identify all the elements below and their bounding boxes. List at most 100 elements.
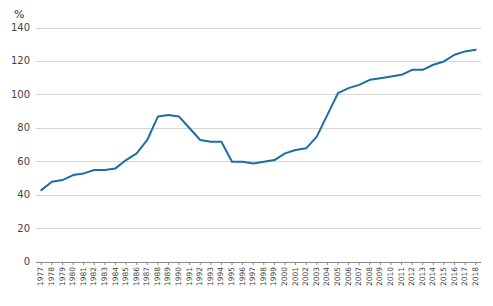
- x-tick-label: 2003: [312, 267, 321, 286]
- x-tick: [221, 262, 222, 265]
- grid-line: [36, 262, 481, 263]
- x-tick-label: 2006: [344, 267, 353, 286]
- x-tick-label: 2005: [333, 267, 342, 286]
- x-tick: [284, 262, 285, 265]
- chart-container: 0 20 40 60 80 100 120 140 1977197819791980198119…: [0, 0, 493, 306]
- x-tick-label: 1987: [142, 267, 151, 286]
- x-tick: [359, 262, 360, 265]
- x-tick: [94, 262, 95, 265]
- x-tick: [337, 262, 338, 265]
- x-tick-label: 1994: [216, 267, 225, 286]
- x-tick: [189, 262, 190, 265]
- x-tick-label: 2016: [450, 267, 459, 286]
- x-tick-label: 1997: [248, 267, 257, 286]
- x-tick-label: 1999: [269, 267, 278, 286]
- x-tick: [200, 262, 201, 265]
- x-tick-label: 2018: [471, 267, 480, 286]
- x-tick: [454, 262, 455, 265]
- x-tick: [390, 262, 391, 265]
- y-tick-label: 80: [17, 122, 30, 133]
- x-tick-label: 2013: [418, 267, 427, 286]
- x-tick-label: 1991: [185, 267, 194, 286]
- x-tick: [73, 262, 74, 265]
- y-axis-label: %: [14, 8, 24, 21]
- x-tick-label: 1996: [238, 267, 247, 286]
- x-tick: [380, 262, 381, 265]
- x-tick-label: 1988: [153, 267, 162, 286]
- x-tick: [242, 262, 243, 265]
- chart-svg: 0 20 40 60 80 100 120 140 1977197819791980198119…: [0, 0, 493, 306]
- x-axis-line: [36, 262, 481, 263]
- x-tick: [210, 262, 211, 265]
- x-tick: [306, 262, 307, 265]
- x-tick: [443, 262, 444, 265]
- x-tick: [136, 262, 137, 265]
- plot-area: [41, 50, 475, 190]
- x-tick-label: 1977: [36, 267, 45, 286]
- x-tick: [147, 262, 148, 265]
- x-tick: [465, 262, 466, 265]
- x-tick-label: 1979: [58, 267, 67, 286]
- x-tick-label: 2012: [407, 267, 416, 286]
- x-tick-label: 2008: [365, 267, 374, 286]
- x-tick-label: 1995: [227, 267, 236, 286]
- x-tick: [348, 262, 349, 265]
- x-tick: [51, 262, 52, 265]
- y-tick-label: 40: [17, 189, 30, 200]
- x-tick-label: 2014: [428, 267, 437, 286]
- x-tick-label: 1986: [132, 267, 141, 286]
- x-tick: [168, 262, 169, 265]
- x-tick: [62, 262, 63, 265]
- x-tick-label: 2000: [280, 267, 289, 286]
- x-tick-label: 1990: [174, 267, 183, 286]
- x-tick: [274, 262, 275, 265]
- x-tick-label: 1984: [111, 267, 120, 286]
- x-tick: [316, 262, 317, 265]
- grid-line: [36, 61, 481, 62]
- grid-line: [36, 94, 481, 95]
- x-tick-label: 1983: [100, 267, 109, 286]
- x-tick: [327, 262, 328, 265]
- y-tick-label: 20: [17, 223, 30, 234]
- x-tick: [157, 262, 158, 265]
- y-grid: [36, 28, 481, 262]
- x-tick-label: 1992: [195, 267, 204, 286]
- grid-line: [36, 128, 481, 129]
- x-tick: [401, 262, 402, 265]
- y-tick-label: 60: [17, 156, 30, 167]
- x-tick-label: 2009: [375, 267, 384, 286]
- x-tick: [115, 262, 116, 265]
- x-tick: [104, 262, 105, 265]
- x-tick-label: 1993: [206, 267, 215, 286]
- y-tick-label: 140: [11, 22, 30, 33]
- x-tick-label: 2002: [301, 267, 310, 286]
- y-tick-label: 0: [24, 256, 30, 267]
- grid-line: [36, 228, 481, 229]
- x-tick: [295, 262, 296, 265]
- x-tick-label: 2007: [354, 267, 363, 286]
- x-tick: [253, 262, 254, 265]
- x-tick-label: 2011: [397, 267, 406, 286]
- x-tick-label: 1989: [163, 267, 172, 286]
- x-tick-label: 1981: [79, 267, 88, 286]
- x-tick-label: 2004: [322, 267, 331, 286]
- x-axis: 1977197819791980198119821983198419851986…: [36, 262, 479, 286]
- x-tick-label: 2015: [439, 267, 448, 286]
- x-tick: [412, 262, 413, 265]
- x-tick: [83, 262, 84, 265]
- x-tick-label: 1985: [121, 267, 130, 286]
- y-tick-label: 100: [11, 89, 30, 100]
- x-tick: [179, 262, 180, 265]
- x-tick-label: 1982: [89, 267, 98, 286]
- x-tick: [475, 262, 476, 265]
- x-tick-label: 2017: [460, 267, 469, 286]
- x-tick: [369, 262, 370, 265]
- x-tick-label: 1998: [259, 267, 268, 286]
- data-line: [41, 50, 475, 190]
- x-tick: [263, 262, 264, 265]
- x-tick: [232, 262, 233, 265]
- x-tick-label: 1980: [68, 267, 77, 286]
- x-tick: [433, 262, 434, 265]
- y-tick-label: 120: [11, 55, 30, 66]
- grid-line: [36, 28, 481, 29]
